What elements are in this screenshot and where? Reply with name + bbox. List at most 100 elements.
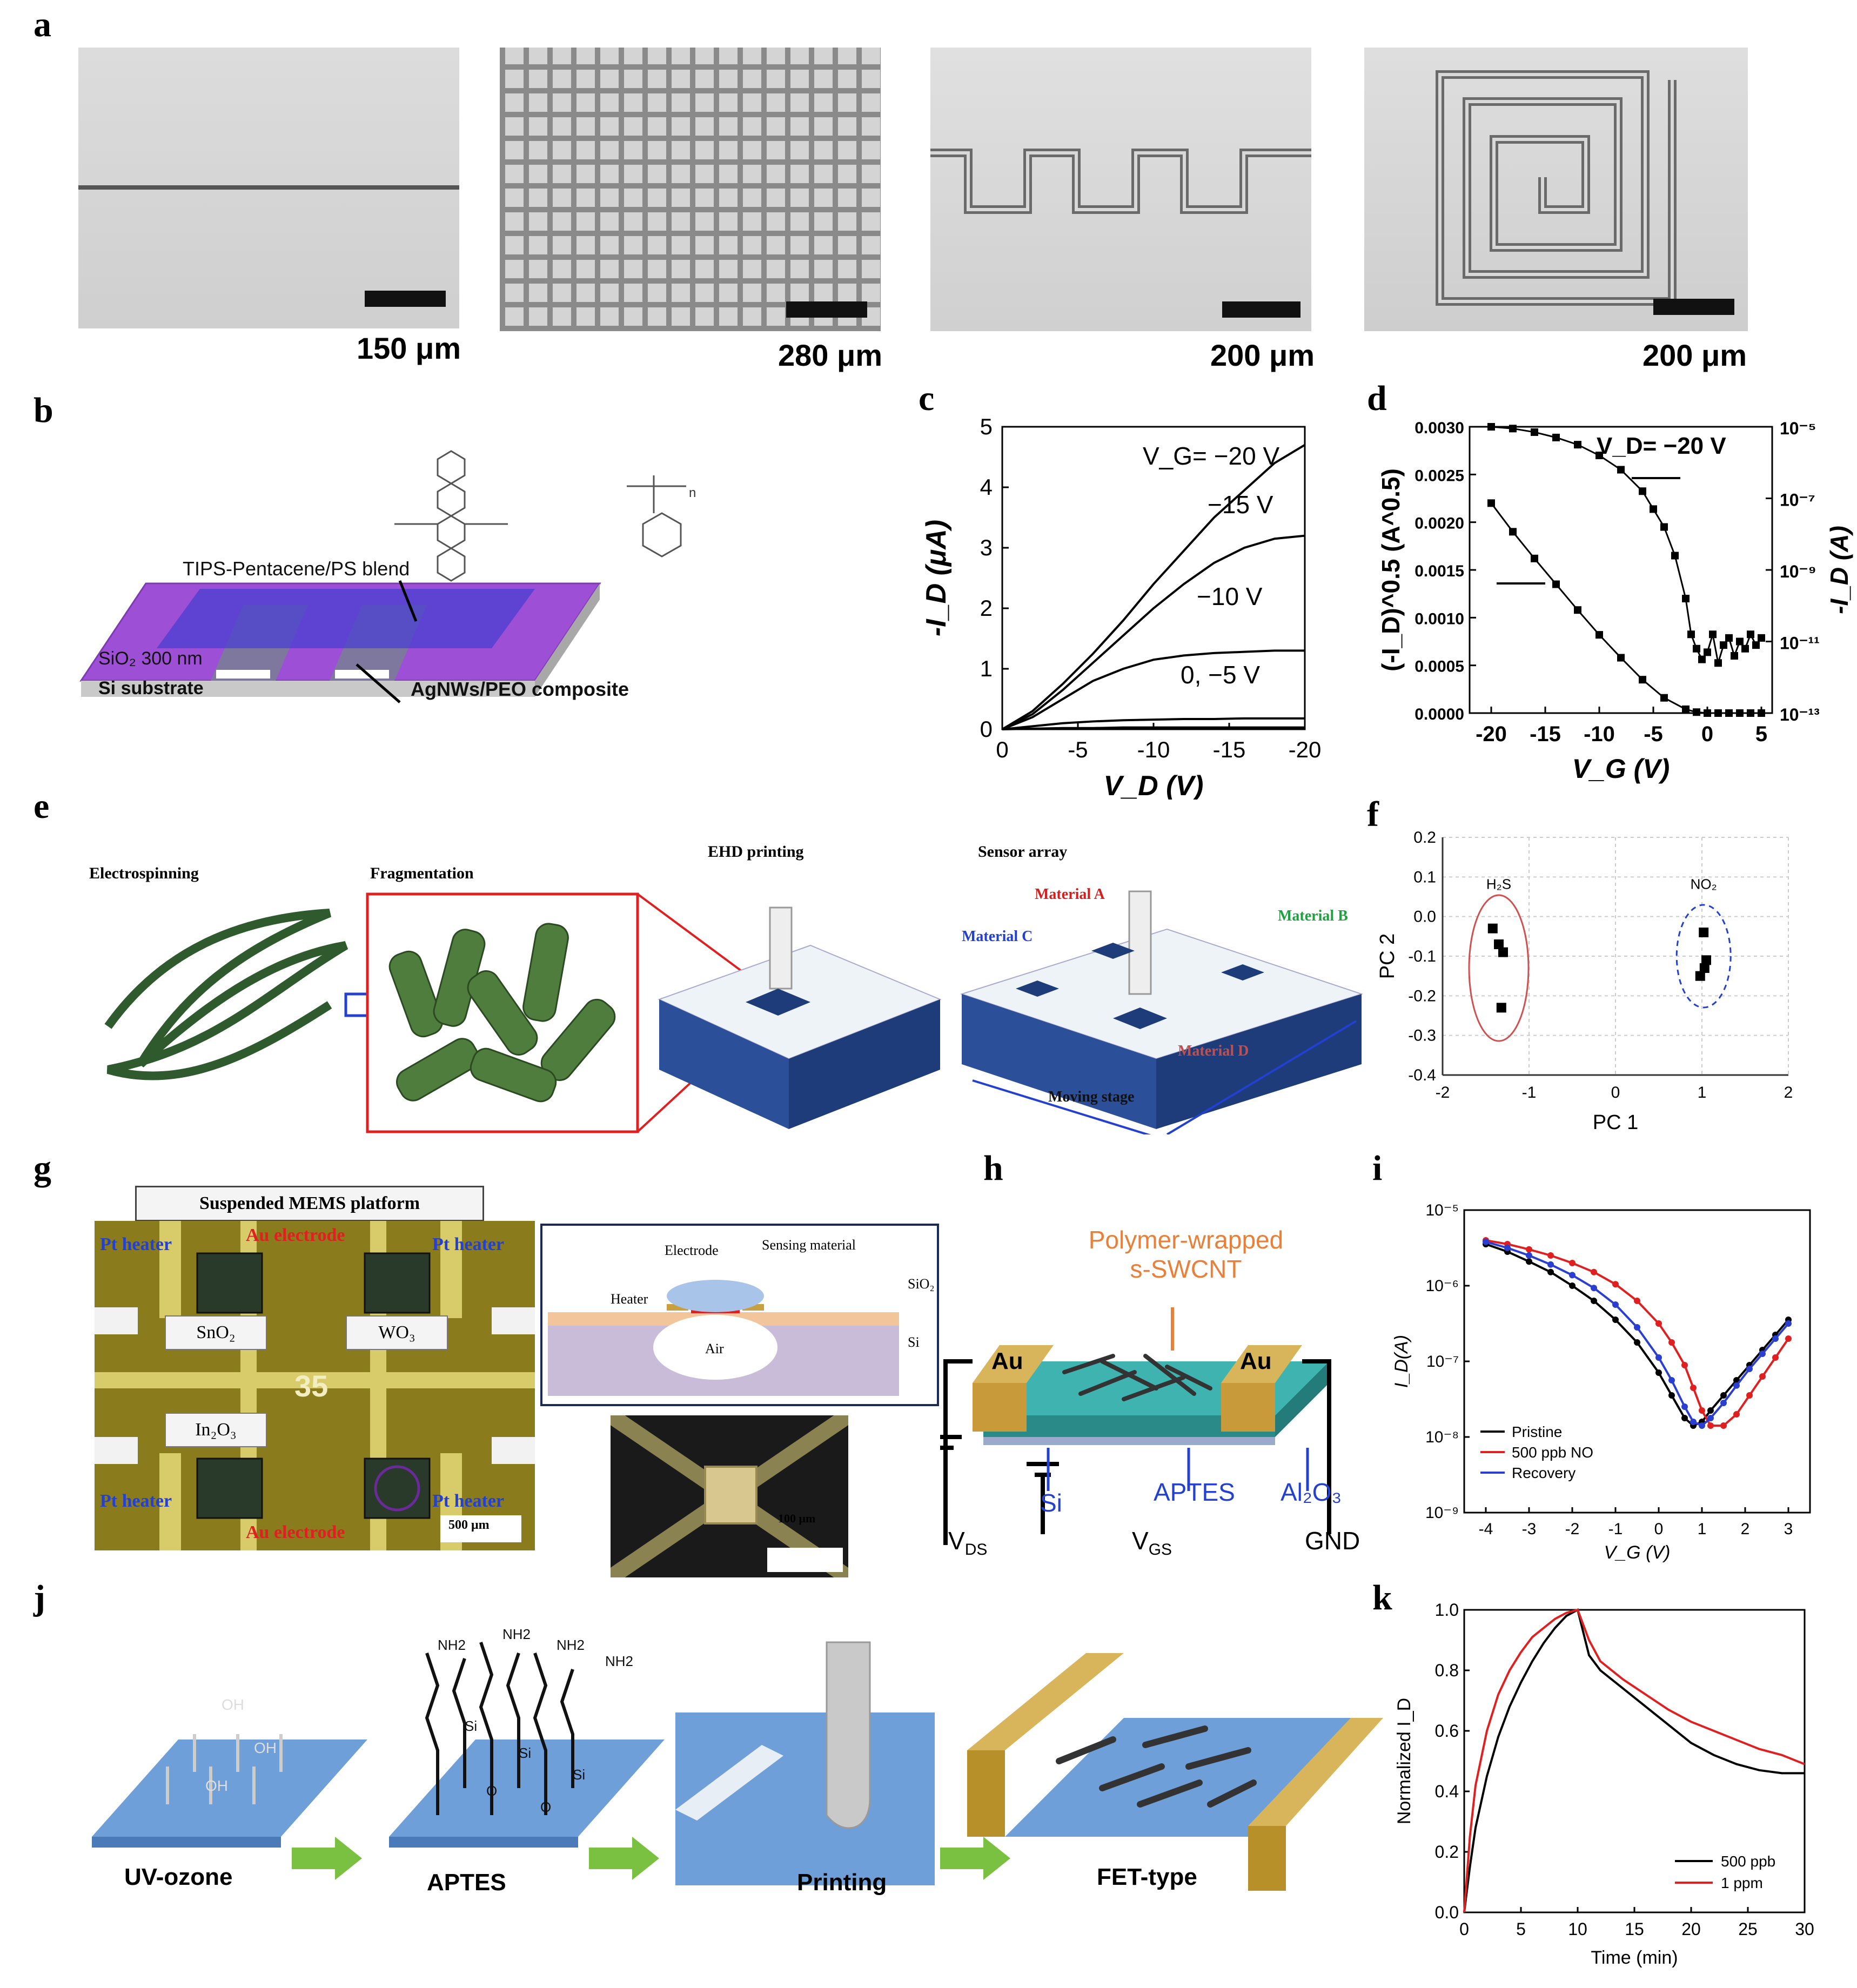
y-tick-label-i: 10⁻⁷: [1426, 1353, 1459, 1371]
series-point-i-1: [1772, 1354, 1779, 1361]
sqrt-point-d: [1509, 528, 1517, 536]
si-label-j3: Si: [573, 1767, 586, 1783]
oh-label-3: OH: [205, 1777, 228, 1794]
panel-label-g: g: [33, 1149, 51, 1188]
log-point-d: [1687, 630, 1695, 639]
j-step3-label: Printing: [797, 1869, 887, 1896]
log-point-d: [1752, 641, 1760, 649]
o-label-j1: O: [486, 1783, 498, 1799]
micrograph-grid: [500, 48, 881, 331]
series-point-i-2: [1504, 1245, 1511, 1251]
x-tick-label-f: 1: [1698, 1084, 1707, 1102]
series-line-c-0: [1001, 444, 1306, 730]
log-point-d: [1698, 655, 1706, 663]
y-tick-label-k: 1.0: [1435, 1600, 1459, 1620]
y2-tick-label-d: 10⁻¹³: [1780, 705, 1820, 724]
point-f-1: [1701, 955, 1711, 965]
fet-schematic-h: [940, 1307, 1331, 1545]
series-point-i-0: [1634, 1339, 1640, 1346]
y-tick-label-d: 0.0015: [1414, 562, 1464, 580]
series-point-i-0: [1569, 1282, 1576, 1289]
legend-label-i-0: Pristine: [1512, 1423, 1562, 1440]
y-tick-label-k: 0.4: [1435, 1782, 1459, 1801]
y-tick-label-c: 2: [980, 595, 993, 621]
series-point-i-2: [1655, 1354, 1662, 1361]
log-point-d: [1736, 637, 1744, 646]
panel-label-b: b: [33, 391, 53, 430]
gnd-label: GND: [1305, 1527, 1360, 1555]
y-tick-label-i: 10⁻⁵: [1425, 1201, 1459, 1219]
y-tick-label-f: 0.0: [1413, 908, 1436, 926]
nh2-label-2: NH2: [502, 1626, 531, 1642]
sqrt-point-d: [1736, 709, 1744, 717]
label-wo3: WO₃: [346, 1315, 448, 1350]
sqrt-line-d: [1490, 502, 1761, 714]
log-point-d: [1758, 634, 1765, 642]
x-tick-label-i: -1: [1608, 1520, 1623, 1538]
series-point-i-1: [1668, 1339, 1675, 1346]
pt-heater-label-2: Pt heater: [432, 1234, 505, 1254]
series-point-i-0: [1547, 1268, 1554, 1275]
scale-100um: 100 μm: [778, 1512, 816, 1525]
x-tick-label-c: 0: [996, 737, 1008, 762]
series-point-i-2: [1483, 1238, 1489, 1245]
log-point-d: [1671, 552, 1679, 560]
series-point-i-1: [1785, 1335, 1792, 1342]
scale-label-3: 200 μm: [1210, 338, 1315, 372]
panel-label-a: a: [33, 5, 51, 44]
series-point-i-0: [1707, 1407, 1714, 1414]
x-tick-label-f: 0: [1611, 1084, 1620, 1102]
scale-label-4: 200 μm: [1643, 338, 1747, 372]
vds-v: V: [948, 1527, 965, 1555]
series-point-i-2: [1759, 1351, 1766, 1357]
y-tick-label-f: -0.1: [1408, 948, 1436, 965]
nh2-label-1: NH2: [438, 1637, 466, 1653]
o-label-j2: O: [540, 1799, 552, 1815]
fabrication-schematic-j: [92, 1641, 1383, 1891]
pt-heater-label-1: Pt heater: [100, 1234, 172, 1254]
au-electrode-label-2: Au electrode: [246, 1522, 345, 1542]
x-tick-label-i: -3: [1522, 1520, 1537, 1538]
scale-label-2: 280 μm: [778, 338, 883, 372]
cluster-h2s: [1468, 894, 1530, 1042]
sqrt-point-d: [1660, 694, 1668, 702]
log-point-d: [1709, 630, 1717, 639]
mems-micrograph: 35: [95, 1221, 535, 1550]
log-point-d: [1704, 648, 1711, 656]
point-f-1: [1695, 971, 1705, 981]
point-f-0: [1487, 923, 1498, 933]
sqrt-point-d: [1574, 606, 1581, 614]
inset-air-label: Air: [705, 1341, 724, 1356]
e-step1-label: Electrospinning: [89, 864, 199, 882]
series-point-i-1: [1634, 1298, 1640, 1304]
x-tick-label-d: 0: [1701, 722, 1713, 746]
log-point-d: [1660, 523, 1668, 531]
series-point-i-2: [1681, 1403, 1688, 1410]
micrograph-meander: [930, 48, 1311, 331]
x-axis-label-i: V_G (V): [1604, 1542, 1671, 1563]
y-tick-label-i: 10⁻⁹: [1425, 1504, 1459, 1522]
al2o3-label: Al₂O₃: [1281, 1478, 1342, 1506]
micrograph-line: [78, 48, 459, 328]
sqrt-point-d: [1552, 580, 1560, 588]
log-point-d: [1720, 641, 1727, 649]
series-point-i-0: [1591, 1298, 1597, 1304]
log-point-d: [1487, 423, 1495, 431]
scale-500um: 500 μm: [448, 1518, 490, 1532]
series-line-c-2: [1002, 649, 1305, 730]
x-tick-label-i: -2: [1565, 1520, 1580, 1538]
pt-heater-label-4: Pt heater: [432, 1491, 505, 1511]
series-point-i-0: [1612, 1317, 1619, 1323]
y-tick-label-f: 0.1: [1413, 868, 1436, 886]
y2-axis-label-d: -I_D (A): [1825, 526, 1853, 614]
polymer-n-label: n: [689, 486, 696, 500]
y-tick-label-k: 0.6: [1435, 1721, 1459, 1741]
y2-tick-label-d: 10⁻⁷: [1780, 491, 1815, 510]
panel-label-f: f: [1367, 795, 1379, 834]
process-schematic-e: [104, 890, 1364, 1134]
series-point-i-2: [1634, 1324, 1640, 1331]
moving-stage-label: Moving stage: [1048, 1089, 1135, 1105]
x-tick-label-d: -5: [1644, 722, 1663, 746]
nh2-label-4: NH2: [605, 1653, 634, 1669]
series-line-c-4: [1002, 726, 1305, 730]
